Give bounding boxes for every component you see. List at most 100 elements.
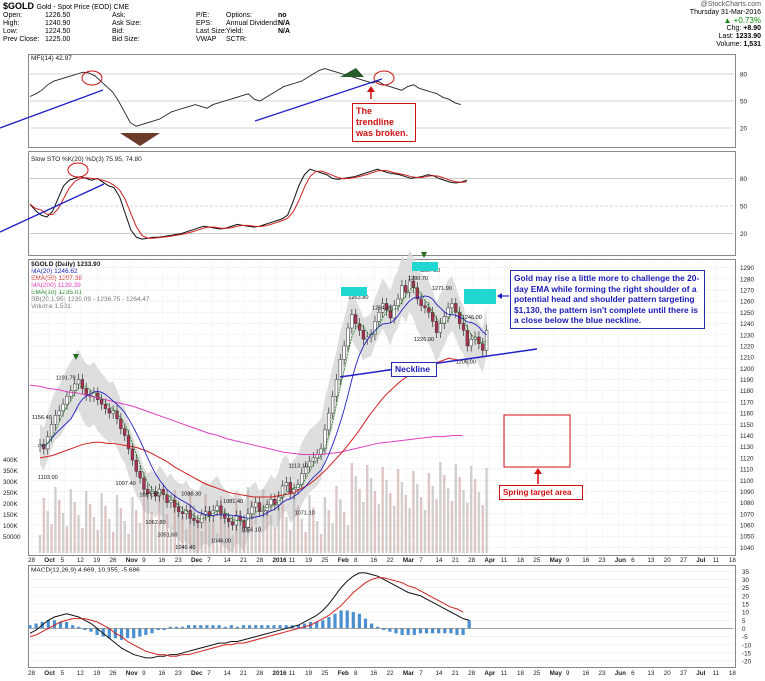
x-tick-label: 11 — [713, 557, 720, 564]
x-tick-label: 5 — [61, 670, 65, 677]
x-tick-label: 2016 — [273, 670, 288, 677]
x-tick-label: 18 — [517, 557, 525, 564]
x-tick-label: 16 — [158, 557, 166, 564]
x-tick-label: 19 — [93, 557, 101, 564]
pe-label: P/E: — [196, 12, 210, 19]
sto-label: Slow STO %K(20) %D(3) 75.95, 74.80 — [31, 156, 142, 163]
legend-gold: $GOLD (Daily) 1233.90 — [31, 261, 101, 268]
x-tick-label: 19 — [305, 557, 313, 564]
x-tick-label: 13 — [647, 670, 655, 677]
mfi-tick-label: 50 — [740, 99, 748, 106]
price-tick-label: 1210 — [740, 355, 755, 362]
macd-tick-label: 30 — [742, 577, 750, 584]
x-tick-label: 5 — [61, 557, 65, 564]
high-value: 1240.90 — [45, 20, 71, 27]
x-tick-label: 9 — [142, 557, 146, 564]
legend-volume: Volume 1,531 — [31, 303, 71, 310]
x-tick-label: 9 — [566, 557, 570, 564]
price-tick-label: 1160 — [740, 411, 754, 418]
low-label: Low: — [3, 28, 18, 35]
x-tick-label: Jul — [696, 670, 705, 677]
prev-close-label: Prev Close: — [3, 36, 40, 43]
mfi-label: MFI(14) 42.97 — [31, 55, 72, 62]
x-tick-label: Jun — [615, 670, 626, 677]
change-value: +8.90 — [743, 25, 761, 32]
x-tick-label: 21 — [452, 557, 460, 564]
last-size-label: Last Size: — [196, 28, 227, 35]
x-tick-label: 28 — [468, 557, 476, 564]
x-tick-label: 11 — [289, 557, 296, 564]
price-legend: $GOLD (Daily) 1233.90 MA(20) 1246.62 EMA… — [31, 261, 150, 310]
price-tick-label: 1250 — [740, 310, 755, 317]
volume-tick-label: 200K — [3, 501, 19, 508]
x-tick-label: 26 — [110, 557, 118, 564]
open-label: Open: — [3, 12, 23, 19]
yield-value: N/A — [278, 28, 291, 35]
x-tick-label: 7 — [419, 557, 423, 564]
x-tick-label: 18 — [517, 670, 525, 677]
neckline-label: Neckline — [391, 362, 437, 377]
x-tick-label: 21 — [240, 557, 248, 564]
volume-tick-label: 150K — [3, 512, 19, 519]
x-tick-label: 8 — [354, 670, 358, 677]
x-tick-label: 22 — [387, 670, 395, 677]
macd-tick-label: 25 — [742, 585, 750, 592]
x-tick-label: 25 — [321, 557, 329, 564]
legend-ema10: EMA(10) 1235.01 — [31, 289, 82, 296]
x-tick-label: Nov — [126, 557, 138, 564]
x-tick-label: Jul — [696, 557, 705, 564]
x-tick-label: 16 — [582, 670, 590, 677]
x-tick-label: Nov — [126, 670, 138, 677]
x-tick-label: 6 — [631, 557, 635, 564]
quote-date: Thursday 31-Mar-2016 — [689, 9, 761, 16]
x-tick-label: May — [550, 557, 563, 564]
yield-label: Yield: — [226, 28, 244, 35]
volume-tick-label: 50000 — [3, 534, 21, 541]
x-tick-label: 23 — [599, 670, 607, 677]
legend-ma20: MA(20) 1246.62 — [31, 268, 78, 275]
x-tick-label: 23 — [599, 557, 607, 564]
sto-tick-label: 50 — [740, 204, 748, 211]
macd-tick-label: 15 — [742, 601, 750, 608]
x-tick-label: 28 — [256, 557, 264, 564]
volume-tick-label: 350K — [3, 468, 19, 475]
x-tick-label: 23 — [175, 670, 183, 677]
price-tick-label: 1180 — [740, 388, 754, 395]
volume-value: 1,531 — [743, 41, 761, 48]
x-tick-label: 19 — [93, 670, 101, 677]
price-tick-label: 1170 — [740, 399, 754, 406]
quote-col-2: Ask: Ask Size: Bid: Bid Size: — [112, 12, 141, 44]
legend-bb: BB(20,1.95) 1239.09 - 1236.75 - 1264.47 — [31, 296, 150, 303]
x-tick-label: Apr — [484, 670, 495, 677]
x-tick-label: 6 — [631, 670, 635, 677]
bid-label: Bid: — [112, 28, 125, 35]
open-value: 1226.50 — [45, 12, 71, 19]
sto-tick-label: 80 — [740, 176, 748, 183]
x-tick-label: 7 — [207, 557, 211, 564]
x-tick-label: 11 — [289, 670, 296, 677]
price-tick-label: 1150 — [740, 422, 754, 429]
stochastic-panel — [28, 151, 736, 256]
macd-tick-label: 20 — [742, 593, 750, 600]
price-tick-label: 1280 — [740, 276, 755, 283]
x-tick-label: Mar — [403, 557, 415, 564]
price-tick-label: 1220 — [740, 343, 755, 350]
x-tick-label: Dec — [191, 557, 203, 564]
x-tick-label: 25 — [533, 557, 541, 564]
x-tick-label: 18 — [729, 557, 737, 564]
x-tick-label: Mar — [403, 670, 415, 677]
x-tick-label: 28 — [468, 670, 476, 677]
x-tick-label: 21 — [240, 670, 248, 677]
x-tick-label: 12 — [77, 557, 85, 564]
volume-tick-label: 400K — [3, 457, 19, 464]
x-tick-label: 16 — [370, 670, 378, 677]
x-tick-label: Dec — [191, 670, 203, 677]
x-tick-label: 14 — [436, 670, 444, 677]
subtitle: Gold - Spot Price (EOD) CME — [36, 4, 130, 11]
macd-tick-label: -10 — [742, 642, 752, 649]
brand: @StockCharts.com — [700, 1, 761, 8]
volume-tick-label: 100K — [3, 523, 19, 530]
x-tick-label: 14 — [224, 557, 232, 564]
x-tick-label: 28 — [256, 670, 264, 677]
x-tick-label: 16 — [158, 670, 166, 677]
